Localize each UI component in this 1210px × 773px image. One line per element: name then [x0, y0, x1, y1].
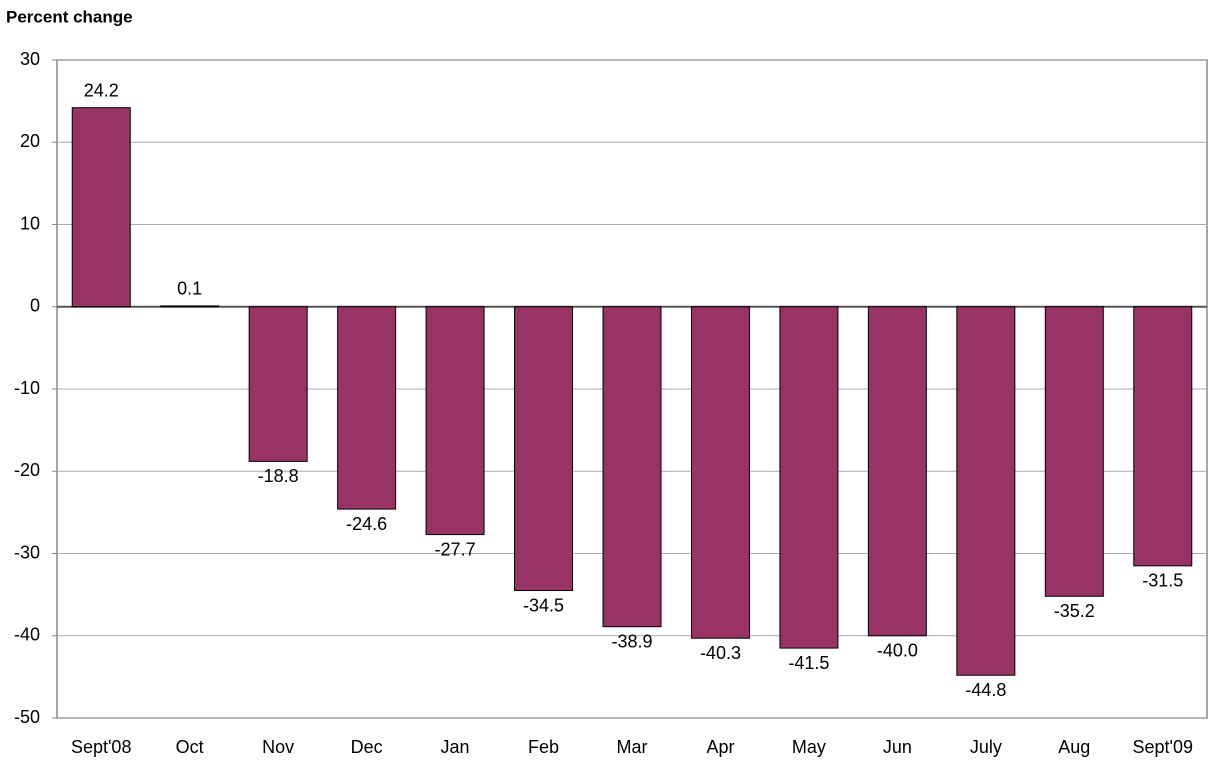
bar [867, 306, 927, 637]
x-tick-label: Apr [706, 737, 734, 757]
y-tick-label: 20 [20, 131, 40, 151]
x-tick-label: Aug [1058, 737, 1090, 757]
bar [248, 306, 308, 462]
bar [690, 306, 750, 639]
x-tick-label: Jan [441, 737, 470, 757]
x-tick-label: May [792, 737, 826, 757]
x-tick-label: Sept'09 [1133, 737, 1194, 757]
y-tick-label: -10 [14, 378, 40, 398]
data-label: -41.5 [788, 653, 829, 673]
data-label: -27.7 [435, 539, 476, 559]
x-tick-label: July [970, 737, 1002, 757]
bar [514, 306, 574, 592]
y-tick-label: -30 [14, 542, 40, 562]
x-tick-label: Nov [262, 737, 294, 757]
data-label: 24.2 [84, 80, 119, 100]
y-tick-label: 0 [30, 296, 40, 316]
bar [602, 306, 662, 628]
chart-title: Percent change [6, 7, 133, 26]
data-label: 0.1 [177, 279, 202, 299]
data-label: -24.6 [346, 514, 387, 534]
data-label: -35.2 [1054, 601, 1095, 621]
y-tick-label: -20 [14, 460, 40, 480]
bar [71, 107, 131, 308]
data-label: -40.0 [877, 641, 918, 661]
y-tick-label: 10 [20, 213, 40, 233]
x-tick-label: Feb [528, 737, 559, 757]
x-tick-label: Sept'08 [71, 737, 132, 757]
x-tick-label: Dec [351, 737, 383, 757]
bar [337, 306, 397, 510]
data-label: -40.3 [700, 643, 741, 663]
bar [425, 306, 485, 536]
bar [160, 305, 220, 308]
x-tick-label: Mar [617, 737, 648, 757]
data-label: -34.5 [523, 595, 564, 615]
bar [779, 306, 839, 649]
data-label: -38.9 [611, 631, 652, 651]
x-tick-label: Jun [883, 737, 912, 757]
y-tick-label: -50 [14, 707, 40, 727]
x-tick-label: Oct [176, 737, 204, 757]
data-label: -31.5 [1142, 571, 1183, 591]
y-tick-label: -40 [14, 625, 40, 645]
data-label: -44.8 [965, 680, 1006, 700]
bar [1044, 306, 1104, 597]
bar [956, 306, 1016, 676]
bar [1133, 306, 1193, 567]
data-label: -18.8 [258, 466, 299, 486]
y-tick-label: 30 [20, 49, 40, 69]
